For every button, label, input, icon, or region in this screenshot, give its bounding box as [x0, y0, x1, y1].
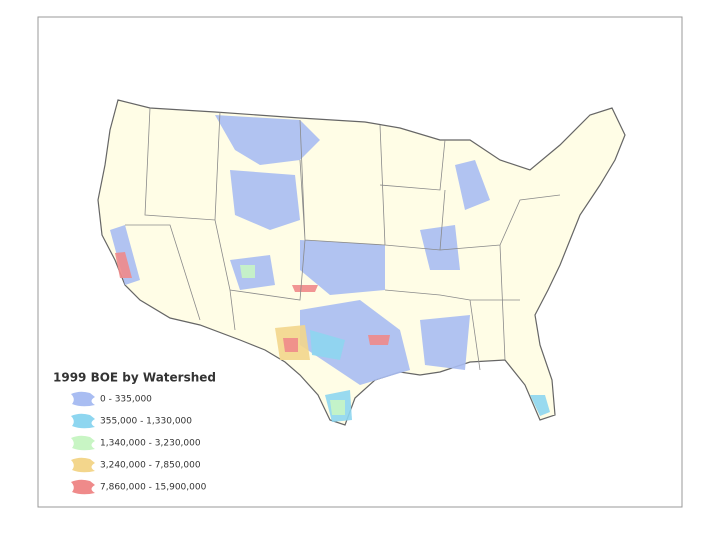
legend-label: 355,000 - 1,330,000 — [100, 417, 192, 427]
watershed-area — [300, 300, 410, 385]
watershed-area — [368, 335, 390, 345]
watershed-area — [530, 395, 550, 416]
legend-swatch — [71, 479, 95, 495]
state-boundaries — [125, 107, 561, 371]
legend-label: 7,860,000 - 15,900,000 — [100, 483, 207, 493]
legend-label: 1,340,000 - 3,230,000 — [100, 439, 201, 449]
legend-swatch — [71, 413, 95, 429]
watershed-area — [330, 400, 345, 415]
watershed-area — [115, 252, 132, 278]
watershed-areas — [110, 115, 550, 422]
watershed-area — [300, 240, 385, 295]
watershed-area — [240, 265, 255, 278]
watershed-area — [283, 338, 298, 352]
legend-label: 3,240,000 - 7,850,000 — [100, 461, 201, 471]
legend-title: 1999 BOE by Watershed — [53, 371, 216, 385]
legend-swatch — [71, 457, 95, 473]
legend-swatch — [71, 435, 95, 451]
watershed-area — [215, 115, 320, 165]
legend: 0 - 335,000 355,000 - 1,330,000 1,340,000 … — [71, 391, 207, 495]
watershed-area — [292, 285, 318, 292]
watershed-area — [455, 160, 490, 210]
watershed-area — [420, 315, 470, 370]
watershed-area — [310, 330, 345, 360]
legend-label: 0 - 335,000 — [100, 395, 152, 405]
legend-swatch — [71, 391, 95, 407]
watershed-area — [230, 170, 300, 230]
